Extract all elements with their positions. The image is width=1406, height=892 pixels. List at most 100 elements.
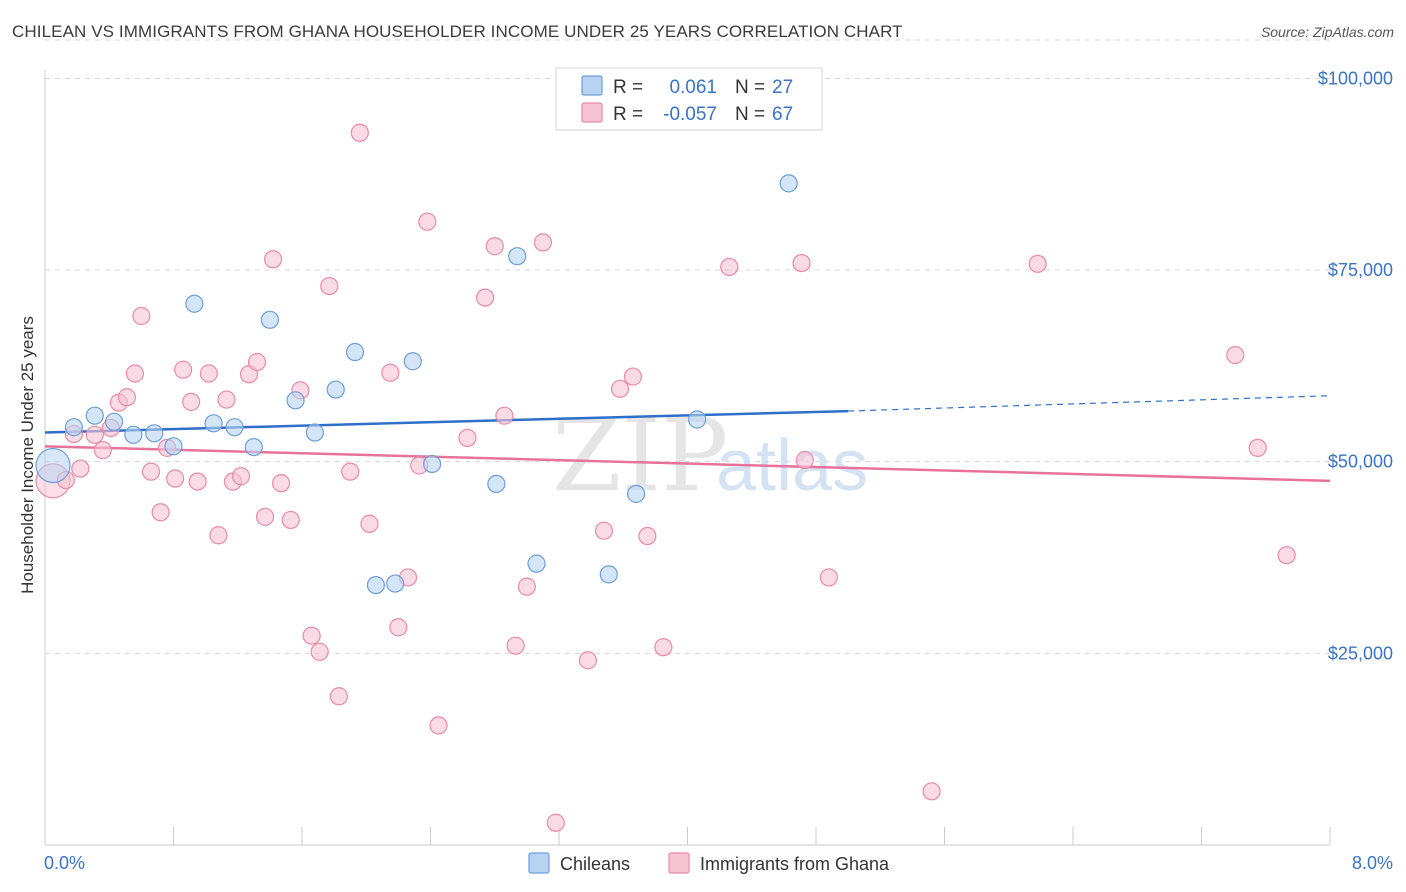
chileans-point-26	[779, 174, 798, 193]
ghana-point-24	[247, 352, 267, 372]
chileans-point-14	[326, 380, 345, 399]
ghana-point-65	[1277, 546, 1296, 565]
chileans-point-12	[286, 391, 305, 410]
ghana-point-59	[795, 451, 814, 470]
ghana-point-10	[132, 306, 151, 326]
ghana-point-19	[209, 526, 228, 545]
trend-line-chileans	[44, 409, 849, 434]
chileans-point-8	[204, 414, 223, 433]
chileans-point-1	[64, 418, 84, 437]
ghana-point-5	[93, 441, 112, 460]
legend-r-label-2: R =	[613, 104, 643, 125]
legend-swatch-ghana	[581, 102, 603, 123]
chileans-point-20	[487, 474, 506, 493]
ghana-point-45	[485, 237, 504, 256]
y-tick-label-3: $100,000	[1318, 68, 1393, 88]
x-tick-label-min: 0.0%	[44, 853, 85, 873]
chileans-point-4	[124, 425, 143, 444]
ghana-point-15	[174, 360, 193, 379]
series-legend: Chileans Immigrants from Ghana	[528, 852, 890, 874]
ghana-point-42	[429, 716, 448, 735]
x-tick-label-max: 8.0%	[1352, 853, 1393, 873]
chileans-point-0	[35, 447, 71, 484]
chileans-point-11	[260, 310, 279, 329]
ghana-point-53	[610, 379, 630, 398]
legend-r-value-1: 0.061	[669, 77, 717, 98]
ghana-point-51	[578, 651, 598, 670]
ghana-point-43	[458, 428, 477, 447]
ghana-point-46	[495, 406, 514, 425]
ghana-point-26	[263, 250, 283, 269]
ghana-point-50	[546, 813, 565, 832]
chileans-point-3	[104, 412, 124, 431]
ghana-point-60	[819, 568, 838, 587]
bottom-legend-ghana: Immigrants from Ghana	[700, 854, 890, 874]
ghana-point-47	[506, 636, 525, 655]
chileans-point-19	[423, 454, 442, 474]
ghana-point-35	[350, 123, 369, 142]
ghana-point-57	[720, 257, 739, 277]
chileans-point-10	[244, 438, 263, 457]
correlation-legend: R = 0.061 N = 27 R = -0.057 N = 67	[555, 67, 823, 131]
ghana-point-31	[310, 642, 329, 661]
ghana-point-61	[922, 782, 941, 801]
ghana-point-11	[141, 462, 161, 481]
chileans-point-2	[85, 406, 104, 425]
ghana-point-4	[85, 425, 104, 444]
ghana-point-41	[418, 212, 437, 231]
ghana-point-16	[182, 392, 201, 411]
ghana-point-17	[188, 472, 207, 491]
ghana-point-3	[71, 459, 90, 478]
ghana-point-62	[1028, 254, 1047, 273]
legend-n-label-1: N =	[735, 77, 765, 98]
chileans-point-23	[599, 565, 618, 584]
legend-n-value-2: 67	[772, 104, 793, 125]
ghana-point-9	[125, 364, 145, 383]
ghana-point-14	[166, 469, 185, 488]
ghana-point-49	[533, 233, 553, 252]
ghana-point-8	[117, 388, 137, 407]
chileans-point-6	[164, 437, 183, 456]
grid-lines	[45, 39, 1330, 654]
legend-n-label-2: N =	[735, 104, 765, 125]
legend-n-value-1: 27	[772, 77, 793, 98]
legend-r-label-1: R =	[613, 77, 643, 98]
ghana-point-48	[517, 577, 536, 596]
legend-r-value-2: -0.057	[663, 104, 717, 125]
chileans-point-15	[345, 342, 365, 362]
y-tick-label-1: $50,000	[1328, 452, 1393, 472]
ghana-point-27	[272, 474, 291, 493]
ghana-point-18	[199, 364, 218, 383]
y-axis-label: Householder Income Under 25 years	[18, 316, 37, 594]
bottom-legend-swatch-chileans	[528, 852, 550, 874]
ghana-point-64	[1248, 438, 1267, 457]
ghana-point-30	[302, 626, 321, 645]
trend-line-chileans-projection	[848, 395, 1331, 412]
ghana-point-38	[389, 618, 408, 637]
ghana-point-58	[792, 254, 811, 273]
ghana-point-36	[360, 514, 379, 533]
legend-swatch-chileans	[581, 75, 603, 96]
chileans-point-7	[185, 294, 204, 313]
x-ticks	[44, 827, 1331, 845]
chileans-point-9	[225, 418, 244, 437]
chileans-point-18	[403, 352, 422, 371]
ghana-point-63	[1226, 346, 1245, 365]
ghana-point-32	[320, 277, 339, 296]
y-tick-labels: $25,000 $50,000 $75,000 $100,000	[1318, 68, 1393, 663]
chileans-point-22	[527, 554, 546, 573]
chileans-point-17	[386, 574, 405, 593]
ghana-point-37	[381, 363, 400, 382]
ghana-point-22	[231, 467, 251, 486]
ghana-point-25	[255, 507, 275, 526]
ghana-point-55	[638, 526, 657, 546]
chileans-point-13	[305, 423, 324, 442]
chileans-point-21	[508, 247, 527, 266]
ghana-point-54	[623, 367, 642, 386]
y-tick-label-2: $75,000	[1328, 260, 1393, 280]
chileans-point-24	[626, 484, 646, 503]
ghana-point-44	[476, 288, 495, 307]
ghana-point-28	[281, 510, 300, 530]
bottom-legend-chileans: Chileans	[560, 854, 630, 874]
